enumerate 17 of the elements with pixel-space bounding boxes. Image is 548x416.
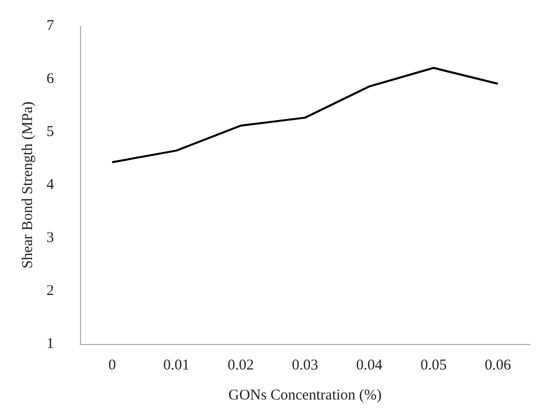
- x-tick-label: 0.06: [484, 358, 512, 374]
- x-axis-title: GONs Concentration (%): [228, 388, 382, 404]
- y-tick-label: 6: [46, 71, 54, 87]
- y-tick-label: 2: [46, 283, 54, 299]
- y-tick-label: 4: [46, 177, 54, 193]
- x-tick-label: 0.05: [420, 358, 447, 374]
- y-axis-title: Shear Bond Strength (MPa): [20, 101, 36, 269]
- line-series: [111, 66, 499, 164]
- x-tick-label: 0.01: [163, 358, 190, 374]
- x-tick-label: 0: [108, 358, 116, 374]
- y-tick-label: 1: [46, 336, 54, 352]
- y-tick-label: 3: [46, 230, 54, 246]
- y-tick-label: 7: [46, 18, 54, 34]
- x-tick-label: 0.04: [356, 358, 383, 374]
- x-tick-label: 0.02: [228, 358, 254, 374]
- y-tick-label: 5: [46, 124, 54, 140]
- x-tick-label: 0.03: [292, 358, 318, 374]
